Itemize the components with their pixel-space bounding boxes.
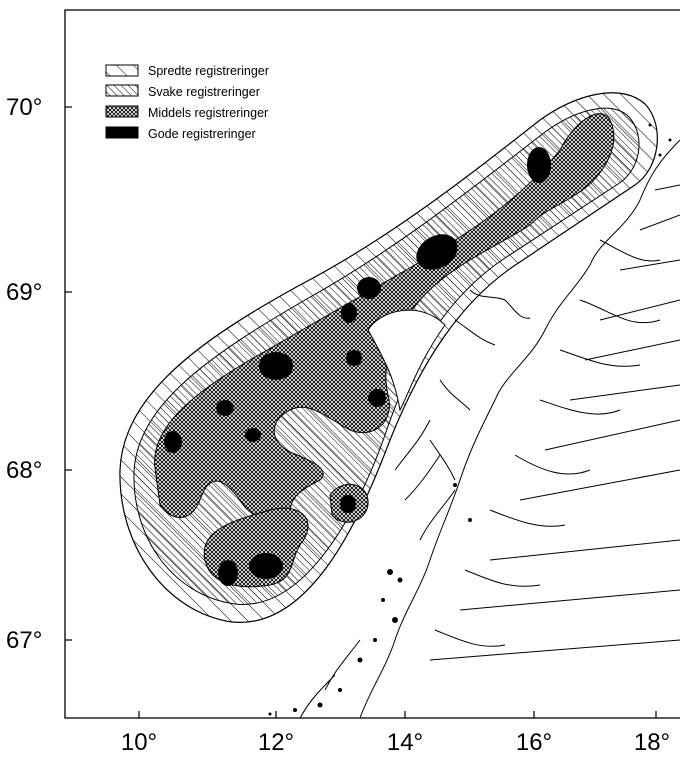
legend: Spredte registreringer Svake registrerin… [105,64,269,141]
zone-gap [367,309,446,412]
x-axis: 10° 12° 14° 16° 18° [121,711,670,756]
legend-item-svake: Svake registreringer [105,84,260,99]
legend-swatch [105,84,139,97]
legend-label: Middels registreringer [148,106,268,120]
x-tick-label: 16° [516,729,552,756]
legend-item-spredte: Spredte registreringer [105,64,269,78]
islands [268,123,672,716]
legend-label: Gode registreringer [148,127,256,141]
legend-label: Spredte registreringer [148,64,269,78]
legend-swatch [105,126,139,139]
y-tick-label: 70° [6,94,42,121]
x-tick-label: 18° [634,729,670,756]
legend-item-middels: Middels registreringer [105,105,268,120]
y-axis: 70° 69° 68° 67° [6,94,72,654]
legend-label: Svake registreringer [148,85,260,99]
x-tick-label: 10° [121,729,157,756]
map-content [119,92,680,718]
legend-swatch [105,64,139,77]
coastline [299,139,680,718]
x-tick-label: 14° [387,729,423,756]
y-tick-label: 69° [6,279,42,306]
legend-swatch [105,105,139,118]
y-tick-label: 67° [6,627,42,654]
zone-gode [164,147,551,586]
legend-item-gode: Gode registreringer [105,126,256,141]
y-tick-label: 68° [6,457,42,484]
x-tick-label: 12° [258,729,294,756]
